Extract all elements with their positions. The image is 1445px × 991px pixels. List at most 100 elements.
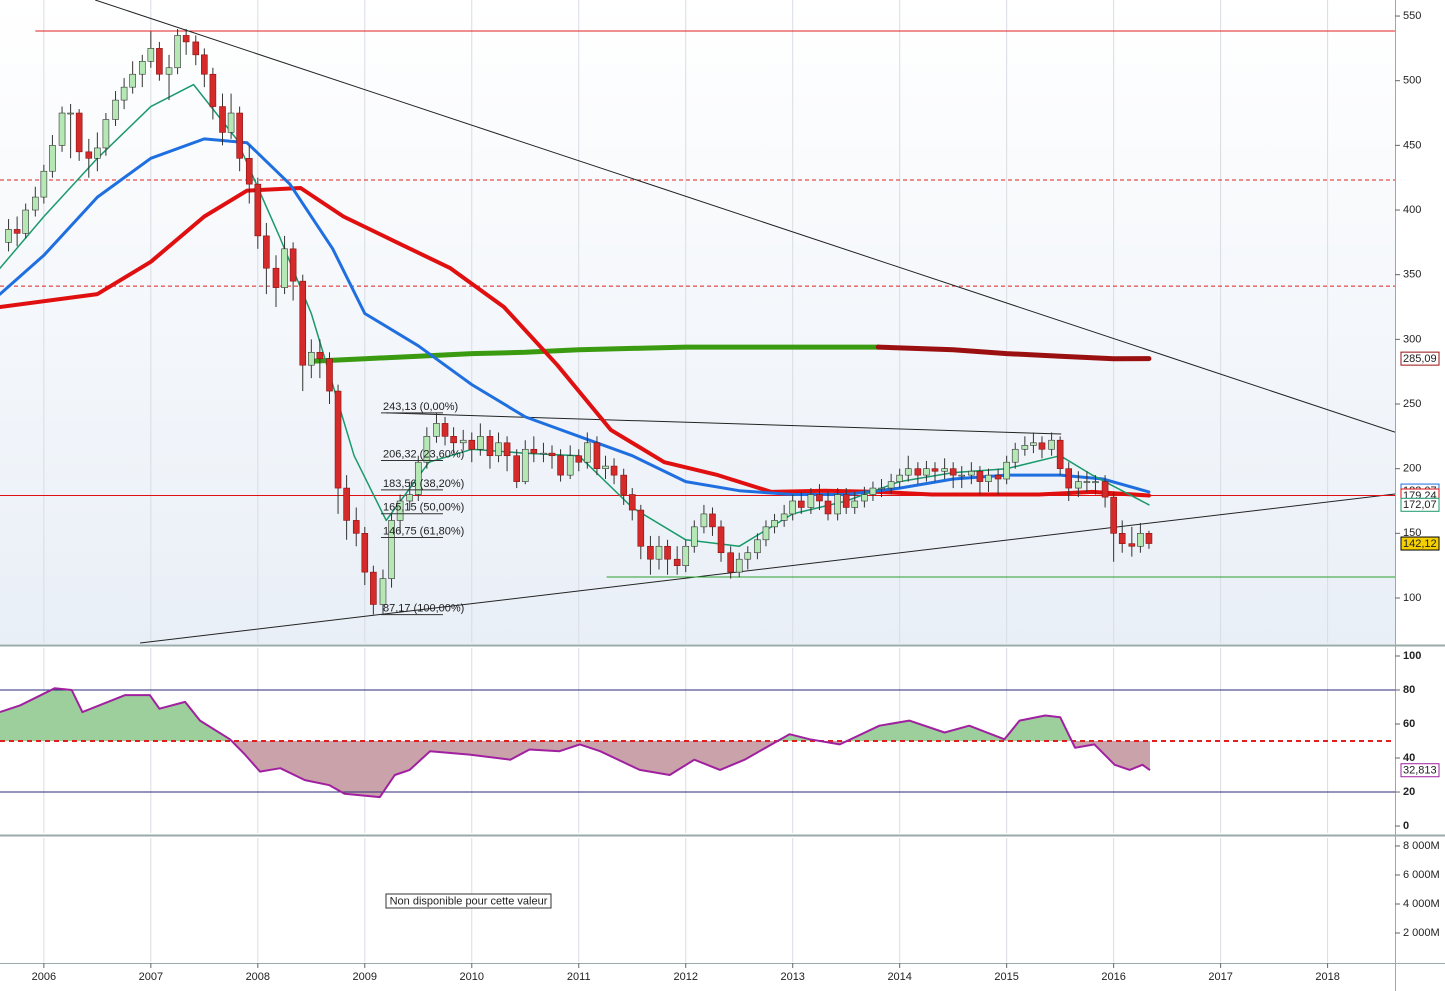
candle-body	[112, 99, 119, 120]
candle-body	[414, 461, 422, 495]
y-tick-label: 4 000M	[1403, 898, 1440, 910]
candle-body	[1110, 496, 1117, 534]
x-tick-label: 2011	[567, 971, 591, 983]
fib-label: 87,17 (100,00%)	[383, 602, 464, 614]
candle-body	[949, 468, 957, 476]
candle-body	[1065, 468, 1073, 489]
candle-body	[1048, 439, 1055, 450]
fib-label: 206,32 (23,60%)	[383, 448, 464, 460]
candle-body	[308, 351, 315, 366]
candle-body	[459, 439, 467, 444]
rsi-fill-below	[231, 741, 1151, 798]
candle-body	[5, 229, 12, 243]
candle-body	[557, 455, 564, 476]
candle-body	[923, 468, 930, 476]
candle-body	[593, 442, 601, 469]
x-tick-label: 2016	[1101, 971, 1125, 983]
candle-body	[690, 526, 698, 547]
candle-body	[165, 67, 173, 75]
candle-body	[994, 474, 1002, 480]
trend-line	[95, 0, 1395, 433]
candle-body	[797, 500, 805, 508]
candle-body	[102, 119, 110, 149]
x-tick-label: 2006	[32, 971, 56, 983]
candle-body	[299, 280, 307, 366]
candle-body	[861, 494, 868, 502]
candle-body	[58, 112, 66, 146]
candle-body	[22, 209, 29, 234]
value-marker	[1400, 497, 1440, 512]
candle-body	[673, 558, 681, 566]
candle-body	[441, 423, 449, 437]
candle-body	[1038, 442, 1046, 450]
candle-body	[263, 235, 270, 269]
value-marker	[1400, 536, 1440, 551]
candle-body	[85, 151, 93, 159]
candle-body	[548, 452, 556, 457]
candle-body	[816, 494, 823, 502]
candle-body	[245, 157, 253, 185]
x-tick-label: 2010	[460, 971, 484, 983]
candle-body	[824, 500, 832, 515]
candle-body	[540, 452, 547, 455]
trend-line	[140, 493, 1395, 644]
candle-body	[388, 520, 395, 579]
y-tick-label: 40	[1403, 752, 1415, 764]
candle-body	[281, 248, 288, 288]
candle-body	[396, 500, 404, 521]
candle-body	[789, 500, 797, 515]
candle-body	[316, 351, 324, 360]
candle-body	[433, 423, 440, 437]
x-tick-label: 2007	[139, 971, 163, 983]
candle-body	[584, 442, 591, 463]
candle-body	[227, 112, 235, 133]
y-tick-label: 400	[1403, 204, 1421, 216]
candle-body	[1128, 543, 1136, 547]
fib-label: 165,15 (50,00%)	[383, 502, 464, 514]
y-tick-label: 550	[1403, 10, 1421, 22]
candle-body	[1011, 448, 1019, 463]
candle-body	[1030, 442, 1037, 446]
candle-body	[1092, 481, 1099, 483]
annotation: Non disponible pour cette valeur	[390, 895, 548, 907]
value-marker-label: 172,07	[1403, 499, 1437, 511]
volume-panel	[0, 838, 1395, 963]
annotation-box	[385, 893, 552, 909]
candle-body	[120, 86, 128, 101]
candle-body	[602, 465, 609, 469]
candle-body	[174, 35, 181, 69]
candle-body	[744, 552, 752, 560]
candle-body	[637, 509, 645, 547]
y-tick-label: 6 000M	[1403, 869, 1440, 881]
candle-body	[289, 248, 297, 282]
price-plot: 243,13 (0,00%) 206,32 (23,60%) 183,56 (38,…	[0, 0, 1395, 644]
candle-body	[771, 520, 778, 528]
candle-body	[968, 470, 975, 476]
candle-body	[67, 112, 74, 115]
candle-body	[468, 439, 476, 450]
candle-body	[182, 35, 190, 43]
candle-body	[931, 468, 939, 472]
candle-body	[370, 571, 377, 605]
candle-body	[762, 526, 770, 541]
y-tick-label: 500	[1403, 75, 1421, 87]
candle-body	[842, 494, 850, 508]
candle-body	[566, 455, 574, 476]
y-tick-label: 300	[1403, 333, 1421, 345]
candle-body	[1056, 439, 1064, 469]
candle-body	[495, 442, 502, 457]
candle-body	[334, 390, 342, 489]
candle-body	[201, 54, 208, 75]
x-tick-label: 2014	[887, 971, 911, 983]
x-tick-label: 2012	[673, 971, 697, 983]
candle-body	[450, 436, 457, 444]
candle-body	[575, 455, 583, 463]
candle-body	[94, 147, 101, 159]
candle-body	[40, 170, 48, 198]
rsi-fill-above	[0, 688, 1151, 742]
candle-body	[129, 73, 136, 88]
candle-body	[896, 474, 903, 482]
candle-body	[13, 229, 21, 234]
candle-body	[941, 468, 948, 472]
